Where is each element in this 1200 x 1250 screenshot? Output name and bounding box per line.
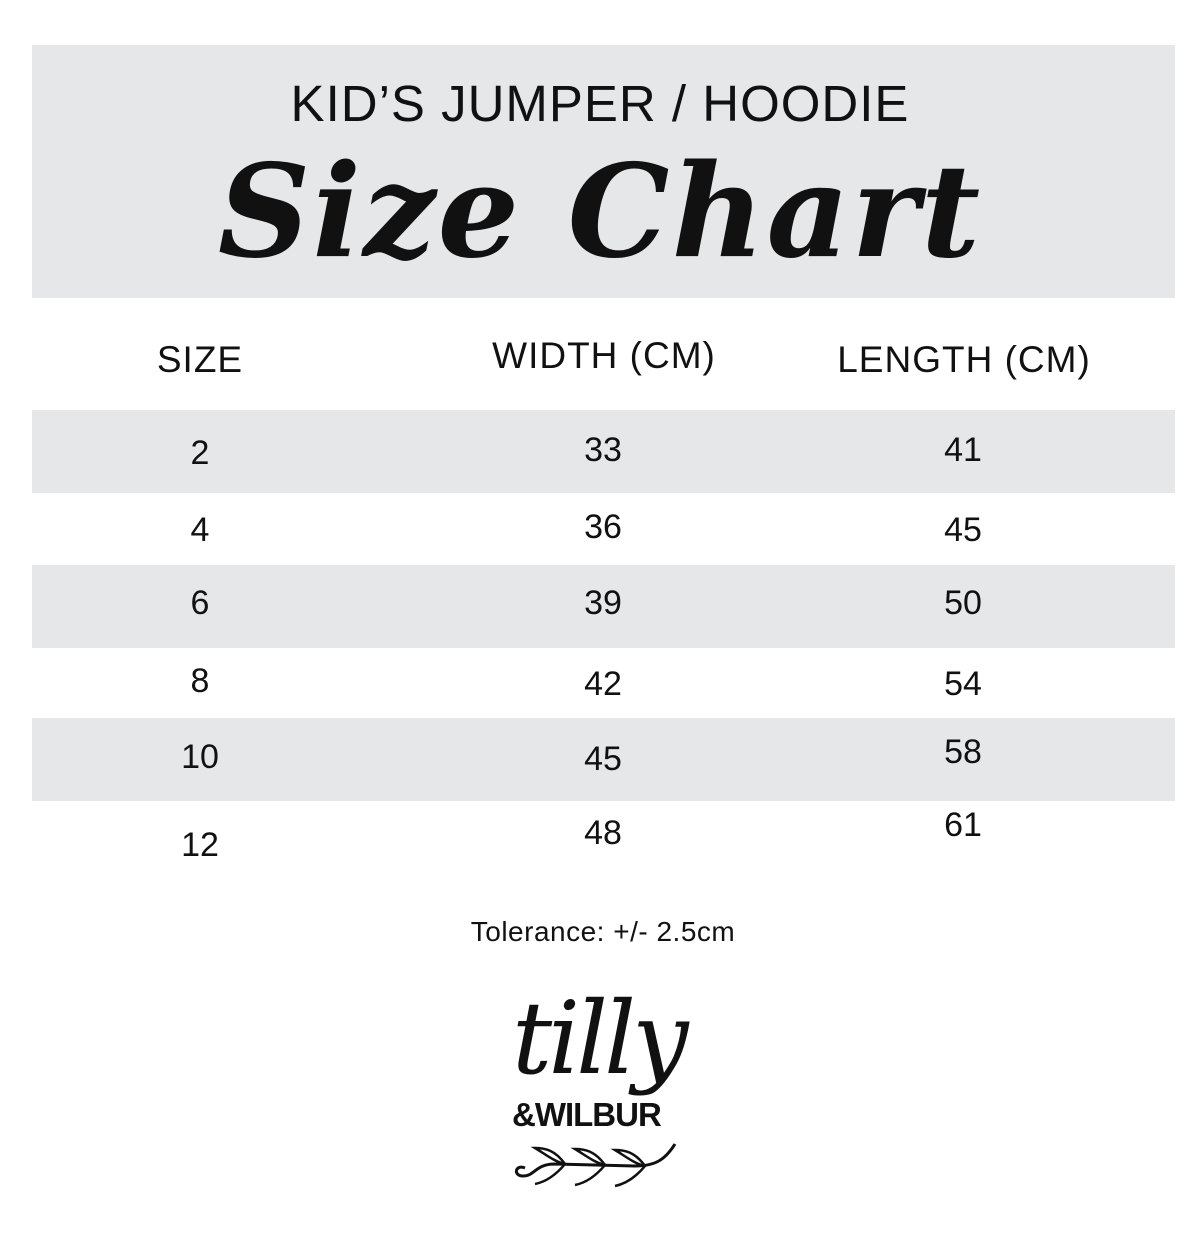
column-header-length: LENGTH (CM) xyxy=(837,339,1091,380)
table-cell: 41 xyxy=(944,431,982,469)
column-header-width: WIDTH (CM) xyxy=(492,335,716,376)
table-cell: 33 xyxy=(584,431,622,469)
chart-title: Size Chart xyxy=(217,137,983,287)
table-cell: 45 xyxy=(584,740,622,778)
table-cell: 54 xyxy=(944,665,982,703)
table-cell: 61 xyxy=(944,806,982,844)
logo-sub-text: &WILBUR xyxy=(512,1096,662,1133)
table-cell: 36 xyxy=(584,508,622,546)
table-cell: 12 xyxy=(181,826,219,864)
header-band xyxy=(32,45,1175,298)
table-cell: 42 xyxy=(584,665,622,703)
row-stripe xyxy=(32,565,1175,648)
table-cell: 39 xyxy=(584,584,622,622)
row-stripe xyxy=(32,718,1175,801)
logo-script-text: tilly xyxy=(512,980,689,1097)
table-cell: 50 xyxy=(944,584,982,622)
vine-icon xyxy=(515,1143,677,1188)
table-cell: 10 xyxy=(181,738,219,776)
row-stripe xyxy=(32,410,1175,493)
table-cell: 4 xyxy=(190,511,210,549)
table-cell: 45 xyxy=(944,511,982,549)
table-cell: 58 xyxy=(944,733,982,771)
column-header-size: SIZE xyxy=(156,339,244,380)
table-cell: 48 xyxy=(584,814,622,852)
tolerance-note: Tolerance: +/- 2.5cm xyxy=(470,916,736,947)
table-cell: 8 xyxy=(190,662,210,700)
table-cell: 2 xyxy=(190,434,210,472)
brand-logo: tilly &WILBUR xyxy=(500,989,700,1188)
table-cell: 6 xyxy=(190,584,210,622)
chart-subtitle: KID’S JUMPER / HOODIE xyxy=(290,75,910,132)
